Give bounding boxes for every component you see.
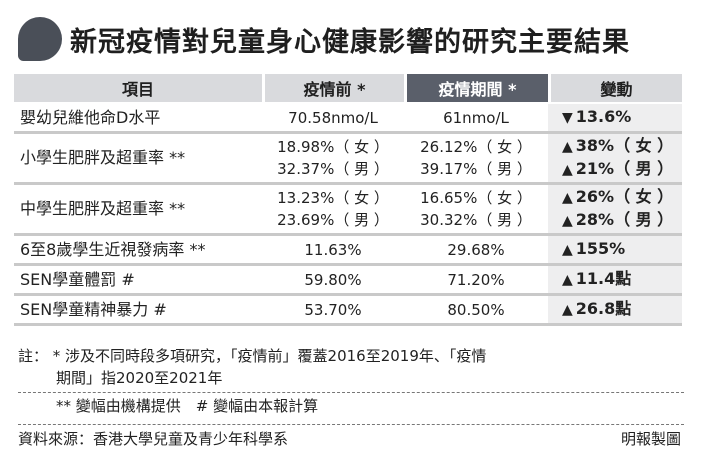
- row-change: ▲ 38%（ 女 ） ▲ 21%（ 男 ）: [548, 134, 682, 185]
- footnote-line: 期間」指2020至2021年: [56, 369, 223, 387]
- up-arrow-icon: ▲: [562, 190, 573, 206]
- row-item: 中學生肥胖及超重率 **: [14, 185, 262, 236]
- header-during: 疫情期間 *: [404, 74, 548, 104]
- row-change: ▼ 13.6%: [548, 104, 682, 134]
- down-arrow-icon: ▼: [562, 110, 573, 126]
- credit-text: 明報製圖: [620, 430, 681, 448]
- row-before: 53.70%: [262, 296, 404, 326]
- page-title: 新冠疫情對兒童身心健康影響的研究主要結果: [70, 26, 630, 58]
- header-item: 項目: [14, 74, 262, 104]
- table-row: 中學生肥胖及超重率 ** 13.23%（ 女 ） 23.69%（ 男 ） 16.6…: [14, 185, 682, 236]
- up-arrow-icon: ▲: [562, 162, 573, 178]
- table-row: 6至8歲學生近視發病率 ** 11.63% 29.68% ▲ 155%: [14, 236, 682, 266]
- row-item: SEN學童體罰 #: [14, 266, 262, 296]
- divider: [18, 424, 684, 425]
- header-before: 疫情前 *: [262, 74, 404, 104]
- row-item: 小學生肥胖及超重率 **: [14, 134, 262, 185]
- row-before: 70.58nmo/L: [262, 104, 404, 134]
- row-change: ▲ 26%（ 女 ） ▲ 28%（ 男 ）: [548, 185, 682, 236]
- row-during: 71.20%: [404, 266, 548, 296]
- footnote-line: ** 變幅由機構提供 # 變幅由本報計算: [56, 397, 319, 415]
- row-item: 6至8歲學生近視發病率 **: [14, 236, 262, 266]
- up-arrow-icon: ▲: [562, 213, 573, 229]
- up-arrow-icon: ▲: [562, 272, 573, 288]
- row-during: 61nmo/L: [404, 104, 548, 134]
- header-change: 變動: [548, 74, 682, 104]
- table-row: 嬰幼兒維他命D水平 70.58nmo/L 61nmo/L ▼ 13.6%: [14, 104, 682, 134]
- up-arrow-icon: ▲: [562, 139, 573, 155]
- speech-bubble-icon: [18, 17, 62, 61]
- row-before: 13.23%（ 女 ） 23.69%（ 男 ）: [262, 185, 404, 236]
- table-row: SEN學童體罰 # 59.80% 71.20% ▲ 11.4點: [14, 266, 682, 296]
- title-row: 新冠疫情對兒童身心健康影響的研究主要結果: [12, 10, 682, 68]
- row-change: ▲ 155%: [548, 236, 682, 266]
- row-during: 80.50%: [404, 296, 548, 326]
- up-arrow-icon: ▲: [562, 242, 573, 258]
- row-during: 29.68%: [404, 236, 548, 266]
- row-change: ▲ 11.4點: [548, 266, 682, 296]
- divider: [18, 392, 684, 393]
- row-during: 26.12%（ 女 ） 39.17%（ 男 ）: [404, 134, 548, 185]
- row-item: SEN學童精神暴力 #: [14, 296, 262, 326]
- row-item: 嬰幼兒維他命D水平: [14, 104, 262, 134]
- row-before: 18.98%（ 女 ） 32.37%（ 男 ）: [262, 134, 404, 185]
- footnote-line: 註： * 涉及不同時段多項研究，「疫情前」覆蓋2016至2019年、「疫情: [18, 347, 487, 365]
- footnotes: 註： * 涉及不同時段多項研究，「疫情前」覆蓋2016至2019年、「疫情 期間…: [18, 345, 684, 389]
- results-table: 項目 疫情前 * 疫情期間 * 變動 嬰幼兒維他命D水平 70.58nmo/L …: [14, 74, 682, 326]
- table-header-row: 項目 疫情前 * 疫情期間 * 變動: [14, 74, 682, 104]
- up-arrow-icon: ▲: [562, 302, 573, 318]
- row-before: 11.63%: [262, 236, 404, 266]
- row-during: 16.65%（ 女 ） 30.32%（ 男 ）: [404, 185, 548, 236]
- row-before: 59.80%: [262, 266, 404, 296]
- table-row: 小學生肥胖及超重率 ** 18.98%（ 女 ） 32.37%（ 男 ） 26.1…: [14, 134, 682, 185]
- row-change: ▲ 26.8點: [548, 296, 682, 326]
- source-text: 資料來源：香港大學兒童及青少年科學系: [18, 430, 289, 448]
- table-row: SEN學童精神暴力 # 53.70% 80.50% ▲ 26.8點: [14, 296, 682, 326]
